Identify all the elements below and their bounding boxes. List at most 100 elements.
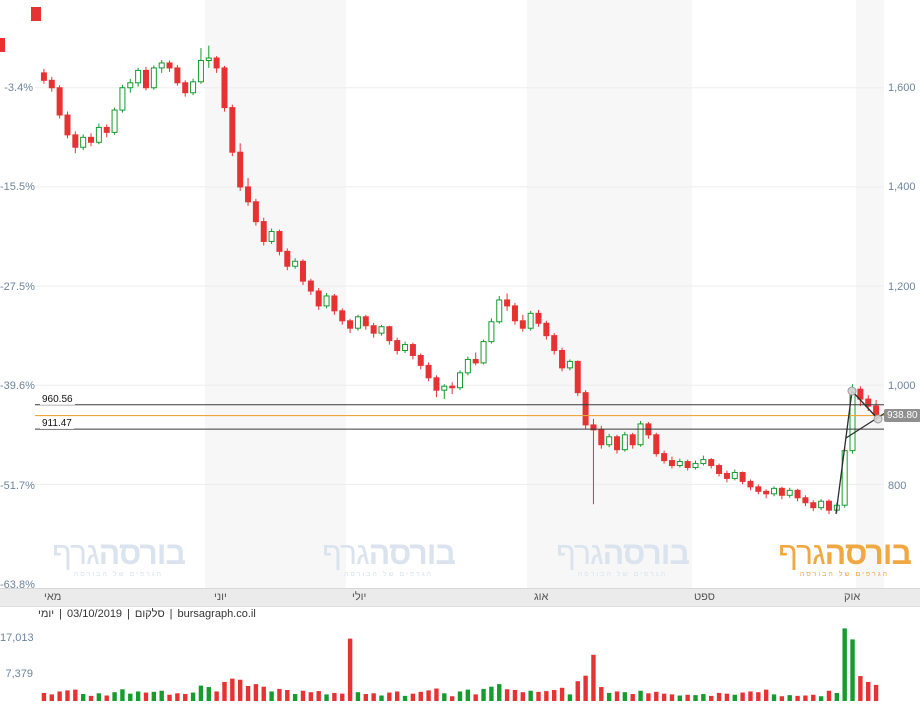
candle-body[interactable] [778,487,785,496]
volume-bar[interactable] [850,639,855,701]
volume-bar[interactable] [638,690,643,701]
candle-body[interactable] [354,316,361,329]
volume-bar[interactable] [394,691,400,701]
candle-body[interactable] [457,372,463,389]
candle-body[interactable] [551,335,558,352]
candle-body[interactable] [284,250,291,267]
volume-bar[interactable] [363,694,368,701]
volume-bar[interactable] [544,691,549,701]
candle-body[interactable] [103,126,110,133]
candle-body[interactable] [527,312,534,329]
candle-body[interactable] [95,126,102,143]
candle-body[interactable] [441,385,448,391]
candle-body[interactable] [174,67,181,84]
candle-body[interactable] [590,424,597,431]
volume-bar[interactable] [826,690,832,701]
candle-body[interactable] [637,423,644,446]
volume-bar[interactable] [756,692,761,701]
volume-bar[interactable] [457,691,463,701]
volume-bar[interactable] [693,695,698,701]
volume-bar[interactable] [402,695,408,701]
volume-bar[interactable] [151,691,157,701]
volume-bar[interactable] [57,691,62,701]
candle-body[interactable] [315,290,322,307]
volume-bar[interactable] [473,694,478,701]
candle-body[interactable] [64,114,71,136]
candle-body[interactable] [229,107,236,153]
volume-bar[interactable] [606,692,612,701]
candle-body[interactable] [614,436,621,451]
volume-bar[interactable] [677,695,683,702]
volume-bar[interactable] [449,696,455,701]
candle-body[interactable] [252,201,259,223]
candle-body[interactable] [661,453,668,462]
volume-bar[interactable] [873,684,879,701]
volume-bar[interactable] [740,692,745,701]
volume-bar[interactable] [426,690,431,701]
candle-body[interactable] [566,360,573,369]
candle-body[interactable] [818,500,825,509]
candle-body[interactable] [158,62,165,69]
volume-bar[interactable] [230,678,235,701]
volume-bar[interactable] [190,692,196,701]
candle-body[interactable] [739,471,746,482]
volume-bar[interactable] [685,694,690,701]
volume-bar[interactable] [269,691,274,701]
candle-body[interactable] [72,134,79,148]
volume-bar[interactable] [669,694,675,701]
candle-body[interactable] [559,350,566,369]
candle-body[interactable] [496,299,503,323]
candle-body[interactable] [417,354,424,366]
volume-bar[interactable] [135,691,141,701]
candle-body[interactable] [237,151,244,188]
volume-bar[interactable] [591,654,596,701]
candle-body[interactable] [786,489,793,496]
candle-body[interactable] [135,69,142,84]
volume-bar[interactable] [661,693,667,701]
volume-bar[interactable] [418,691,423,701]
volume-bar[interactable] [300,690,306,701]
candle-body[interactable] [394,340,401,352]
volume-bar[interactable] [512,690,518,701]
volume-bar[interactable] [175,693,180,701]
volume-bar[interactable] [261,686,266,701]
volume-bar[interactable] [630,694,635,701]
trend-line-handle[interactable] [873,414,883,424]
candle-body[interactable] [865,398,872,407]
volume-bar[interactable] [237,679,243,701]
candle-body[interactable] [245,186,252,203]
candle-body[interactable] [543,322,550,337]
candle-body[interactable] [755,486,762,492]
volume-bar[interactable] [159,690,164,701]
volume-bar[interactable] [866,681,871,701]
candle-body[interactable] [142,69,149,89]
candle-body[interactable] [48,79,55,89]
candle-body[interactable] [794,489,801,499]
candle-body[interactable] [747,480,754,488]
candle-body[interactable] [205,57,212,61]
volume-bar[interactable] [575,681,580,701]
volume-bar[interactable] [465,689,471,701]
volume-bar[interactable] [536,691,541,701]
volume-bar[interactable] [292,694,298,701]
volume-bar[interactable] [622,692,628,701]
candle-body[interactable] [197,59,204,83]
volume-bar[interactable] [858,676,863,701]
candle-body[interactable] [653,434,660,455]
candle-body[interactable] [810,502,817,509]
candle-body[interactable] [464,358,471,374]
trend-line[interactable] [851,390,879,420]
volume-bar[interactable] [324,694,329,701]
volume-bar[interactable] [748,691,753,701]
volume-bar[interactable] [73,689,78,701]
volume-bar[interactable] [724,693,730,701]
candle-body[interactable] [409,344,416,356]
candle-body[interactable] [606,436,613,446]
volume-bar[interactable] [567,694,573,701]
candle-body[interactable] [668,460,675,467]
volume-bar[interactable] [520,692,526,701]
volume-bar[interactable] [646,693,651,701]
volume-bar[interactable] [371,693,376,701]
volume-bar[interactable] [614,691,620,701]
candle-body[interactable] [488,321,495,343]
